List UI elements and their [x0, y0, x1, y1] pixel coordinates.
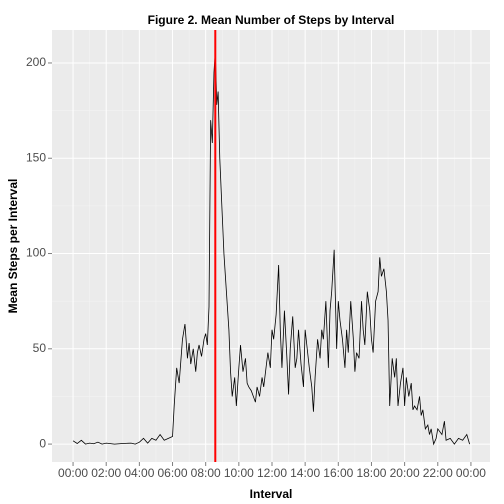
x-tick-label: 00:00	[456, 466, 486, 480]
y-tick-label: 100	[26, 246, 46, 260]
plot-panel	[52, 30, 490, 462]
y-tick-label: 0	[39, 436, 46, 450]
x-tick-label: 12:00	[257, 466, 287, 480]
y-tick-label: 50	[33, 341, 47, 355]
x-axis-label: Interval	[250, 487, 293, 501]
x-tick-label: 20:00	[390, 466, 420, 480]
x-tick-label: 08:00	[191, 466, 221, 480]
x-tick-label: 22:00	[423, 466, 453, 480]
y-axis-label: Mean Steps per Interval	[6, 179, 20, 314]
x-tick-label: 10:00	[224, 466, 254, 480]
x-tick-label: 02:00	[91, 466, 121, 480]
chart-title: Figure 2. Mean Number of Steps by Interv…	[148, 13, 395, 27]
x-tick-label: 06:00	[158, 466, 188, 480]
x-tick-label: 16:00	[323, 466, 353, 480]
series-line	[72, 51, 470, 446]
y-tick-label: 200	[26, 55, 46, 69]
x-tick-label: 04:00	[124, 466, 154, 480]
y-tick-label: 150	[26, 150, 46, 164]
x-tick-label: 14:00	[290, 466, 320, 480]
x-tick-label: 18:00	[356, 466, 386, 480]
x-tick-label: 00:00	[58, 466, 88, 480]
